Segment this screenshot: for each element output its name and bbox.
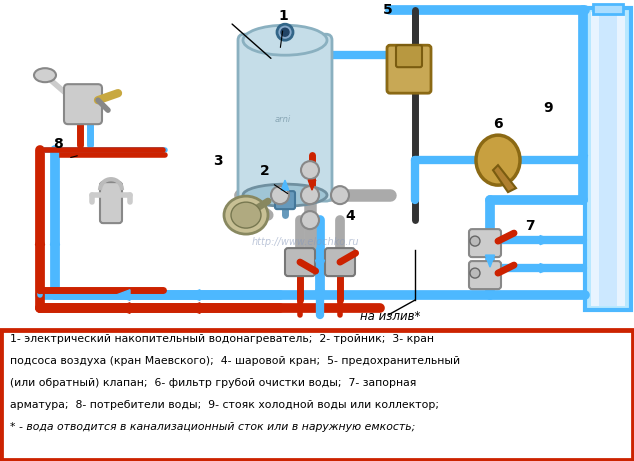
FancyBboxPatch shape — [275, 191, 295, 209]
Text: (или обратный) клапан;  6- фильтр грубой очистки воды;  7- запорная: (или обратный) клапан; 6- фильтр грубой … — [10, 378, 417, 388]
Bar — [591, 12, 625, 306]
Text: 7: 7 — [525, 219, 535, 233]
Polygon shape — [116, 290, 130, 301]
Circle shape — [281, 28, 289, 36]
Circle shape — [470, 236, 480, 246]
Text: подсоса воздуха (кран Маевского);  4- шаровой кран;  5- предохранительный: подсоса воздуха (кран Маевского); 4- шар… — [10, 356, 460, 366]
Bar — [593, 4, 623, 14]
Ellipse shape — [243, 184, 327, 206]
Circle shape — [301, 161, 319, 179]
Ellipse shape — [231, 202, 261, 228]
Text: 2: 2 — [260, 164, 270, 178]
Polygon shape — [493, 165, 516, 192]
Text: arni: arni — [275, 115, 291, 124]
Bar — [0, 329, 634, 461]
Text: арматура;  8- потребители воды;  9- стояк холодной воды или коллектор;: арматура; 8- потребители воды; 9- стояк … — [10, 400, 439, 410]
Circle shape — [470, 268, 480, 278]
FancyBboxPatch shape — [100, 182, 122, 223]
Polygon shape — [316, 260, 325, 272]
Polygon shape — [281, 180, 289, 190]
Text: 6: 6 — [493, 117, 503, 131]
Bar — [599, 12, 617, 306]
Text: 1- электрический накопительный водонагреватель;  2- тройник;  3- кран: 1- электрический накопительный водонагре… — [10, 334, 434, 344]
Circle shape — [271, 186, 289, 204]
Bar — [0, 0, 634, 330]
Polygon shape — [186, 290, 200, 301]
Text: 3: 3 — [213, 154, 223, 168]
Ellipse shape — [224, 196, 268, 234]
Circle shape — [301, 211, 319, 229]
Bar — [585, 8, 631, 310]
Ellipse shape — [476, 135, 520, 185]
Text: на излив*: на излив* — [360, 310, 420, 323]
Ellipse shape — [34, 68, 56, 82]
FancyBboxPatch shape — [64, 84, 102, 124]
Polygon shape — [486, 255, 495, 267]
Text: 5: 5 — [383, 3, 393, 17]
Polygon shape — [540, 236, 552, 245]
Polygon shape — [116, 303, 130, 313]
Circle shape — [301, 186, 319, 204]
FancyBboxPatch shape — [238, 34, 332, 201]
FancyBboxPatch shape — [285, 248, 315, 276]
FancyBboxPatch shape — [469, 229, 501, 257]
FancyBboxPatch shape — [325, 248, 355, 276]
Bar — [2, 331, 632, 459]
Text: 9: 9 — [543, 101, 553, 115]
Text: http://www.elochko.ru: http://www.elochko.ru — [251, 237, 359, 247]
Circle shape — [277, 24, 293, 40]
Polygon shape — [186, 303, 200, 313]
Ellipse shape — [243, 25, 327, 55]
Polygon shape — [308, 180, 316, 190]
Polygon shape — [578, 155, 588, 167]
Polygon shape — [316, 290, 325, 302]
Polygon shape — [51, 233, 60, 245]
Text: 1: 1 — [278, 9, 288, 23]
Text: 8: 8 — [53, 137, 63, 151]
Text: * - вода отводится в канализационный сток или в наружную емкость;: * - вода отводится в канализационный сто… — [10, 422, 415, 432]
FancyBboxPatch shape — [469, 261, 501, 289]
Text: 4: 4 — [345, 209, 355, 223]
Polygon shape — [36, 233, 44, 245]
FancyBboxPatch shape — [396, 45, 422, 67]
Polygon shape — [540, 264, 552, 272]
FancyBboxPatch shape — [387, 45, 431, 93]
Circle shape — [331, 186, 349, 204]
